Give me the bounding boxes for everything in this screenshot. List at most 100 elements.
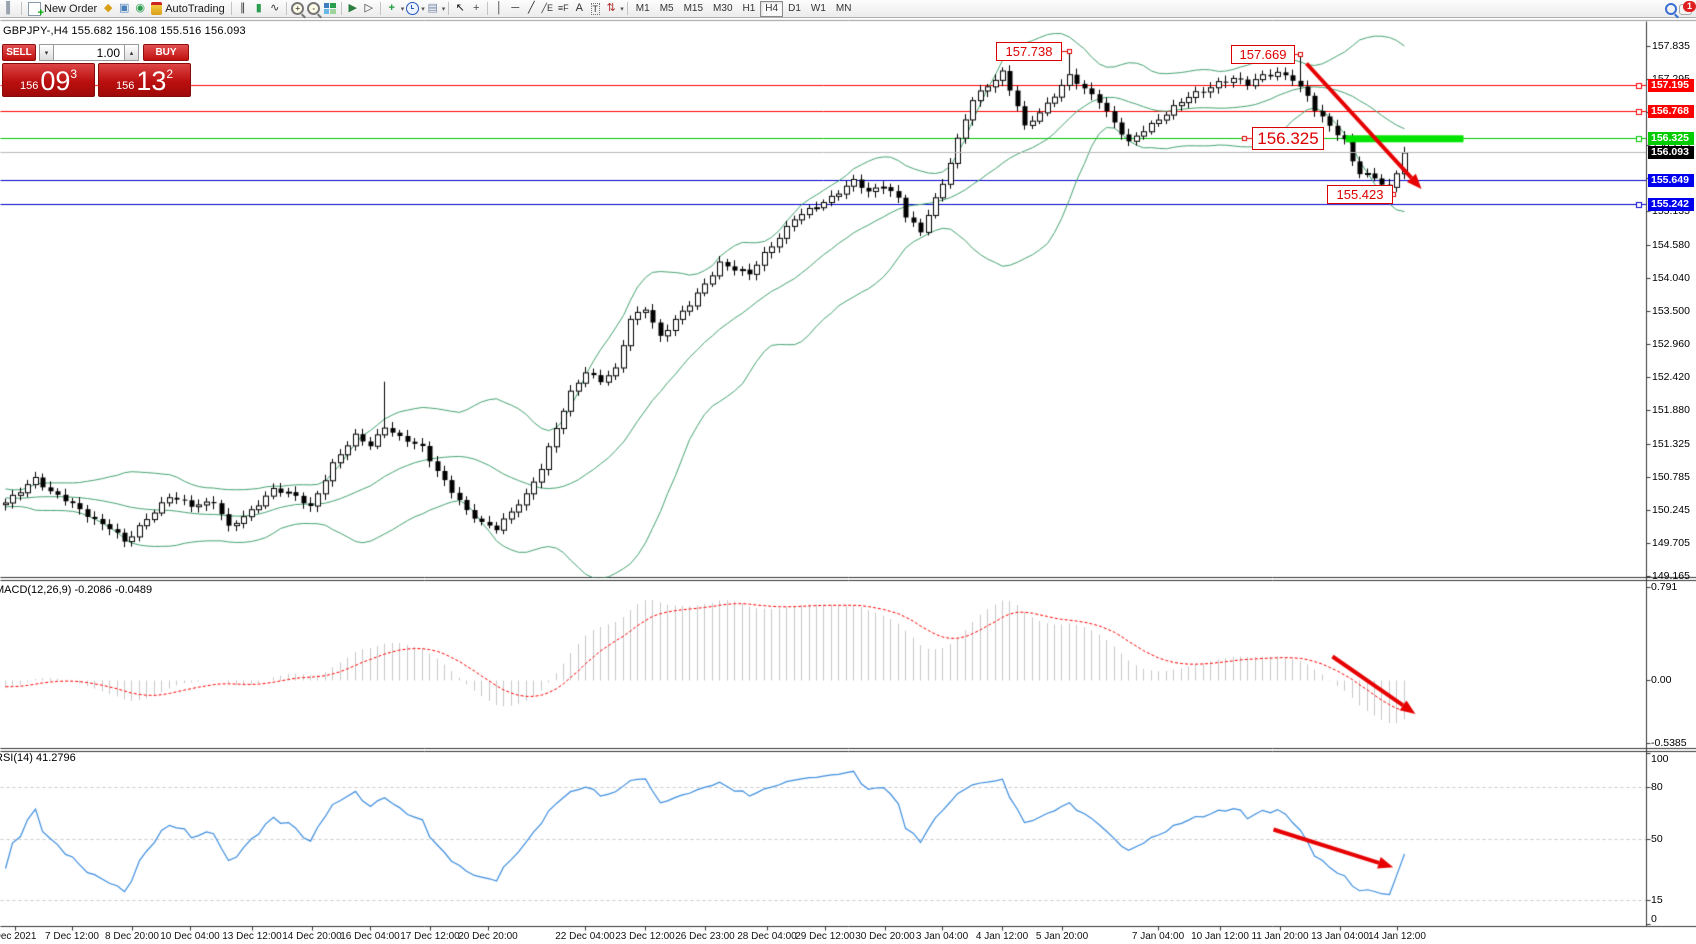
date-axis-label: 23 Dec 12:00 [615,931,675,942]
date-axis-label: 20 Dec 20:00 [458,931,518,942]
date-axis-label: 7 Jan 04:00 [1131,931,1185,942]
buy-button[interactable]: BUY [143,44,189,61]
expert-advisors-icon[interactable]: ▣ [116,1,132,16]
timeframe-h1[interactable]: H1 [742,2,756,14]
timeframe-m5[interactable]: M5 [659,2,674,14]
price-level-badge: 155.649 [1648,174,1694,187]
macd-axis-tick: -0.5385 [1651,737,1687,749]
price-annotation[interactable]: 157.738 [996,42,1062,61]
dropdown-caret-icon[interactable]: ▾ [620,5,624,13]
price-axis-tick: 154.040 [1652,272,1690,284]
timeframe-mn[interactable]: MN [835,2,852,14]
symbol-ohlc-line: GBPJPY-,H4 155.682 156.108 155.516 156.0… [3,25,246,37]
rsi-axis-tick: 15 [1651,894,1663,906]
signals-icon: ◉ [135,2,145,14]
zoom-in-icon[interactable]: + [290,1,306,16]
toolbar-separator [340,2,342,15]
sell-price-point: 3 [70,67,78,81]
timeframe-w1[interactable]: W1 [810,2,826,14]
horizontal-line-icon: ─ [511,2,520,14]
price-level-badge: 157.195 [1648,79,1694,92]
signals-icon[interactable]: ◉ [132,1,148,16]
trendline-icon[interactable]: ╱ [523,1,539,16]
gold-bar-icon: ◆ [103,2,113,14]
price-annotation[interactable]: 155.423 [1327,185,1393,204]
trendline-icon: ╱ [527,2,535,14]
timeframe-h4[interactable]: H4 [760,0,784,17]
volume-up-button[interactable]: ▴ [124,44,139,61]
cursor-icon[interactable]: ↖ [452,1,468,16]
volume-down-button[interactable]: ▾ [39,44,54,61]
date-axis-label: 13 Dec 12:00 [222,931,282,942]
price-annotation[interactable]: 156.325 [1252,127,1324,150]
fibonacci-icon: ≡F [557,3,569,13]
cursor-icon: ↖ [455,2,465,14]
periods-icon[interactable] [404,1,420,16]
date-axis-label: 14 Jan 12:00 [1368,931,1426,942]
autotrading-button-icon [151,2,163,15]
sell-button[interactable]: SELL [2,44,36,61]
sell-price-button[interactable]: 156 09 3 [2,63,95,97]
volume-input[interactable] [54,44,124,61]
buy-price-point: 2 [166,67,174,81]
candlestick-chart-icon[interactable]: ▮ [251,1,267,16]
date-axis-label: 5 Jan 20:00 [1035,931,1089,942]
timeframe-d1[interactable]: D1 [788,2,801,14]
price-axis-tick: 149.165 [1652,570,1690,582]
notification-count: 1 [1683,1,1696,12]
indicators-icon[interactable]: + [384,1,400,16]
vertical-line-icon: │ [495,2,503,14]
rsi-axis-tick: 80 [1651,781,1663,793]
new-order-button[interactable]: New Order [25,1,100,19]
search-icon[interactable] [1663,1,1679,16]
line-chart-icon[interactable]: ∿ [267,1,283,16]
notifications-badge[interactable]: 1 [1679,1,1696,15]
price-level-badge: 155.242 [1648,198,1694,211]
toolbar-separator [21,2,22,15]
one-click-trading-panel: SELL ▾ ▴ BUY 156 09 3 156 13 2 [2,44,194,97]
arrows-icon[interactable]: ⇅ [603,1,619,16]
channel-icon[interactable]: ╱E [539,1,555,16]
autotrading-button[interactable]: AutoTrading [148,1,228,16]
tile-windows-icon[interactable] [322,1,338,16]
text-icon[interactable]: A [571,1,587,16]
autotrading-button-label: AutoTrading [165,2,225,15]
zoom-out-icon[interactable]: - [306,1,322,16]
partial-icon[interactable]: ▌ [2,1,18,16]
macd-axis-tick: 0.00 [1651,674,1672,686]
date-axis-label: 10 Jan 12:00 [1191,931,1249,942]
chart-shift-icon[interactable]: ▷ [361,1,377,16]
gold-bar-icon[interactable]: ◆ [100,1,116,16]
date-axis-label: 22 Dec 04:00 [555,931,615,942]
dropdown-caret-icon[interactable]: ▾ [421,5,425,13]
dropdown-caret-icon[interactable]: ▾ [400,5,405,13]
arrows-icon: ⇅ [606,2,616,14]
price-axis-tick: 150.245 [1652,504,1690,516]
timeframe-m30[interactable]: M30 [713,2,733,14]
fibonacci-icon[interactable]: ≡F [555,1,571,16]
text-label-icon[interactable]: T [587,1,603,16]
search-icon [1665,2,1677,15]
templates-icon[interactable]: ▤ [425,1,441,16]
dropdown-caret-icon[interactable]: ▾ [441,5,446,13]
buy-price-button[interactable]: 156 13 2 [98,63,191,97]
vertical-line-icon[interactable]: │ [491,1,507,16]
auto-scroll-icon[interactable]: ▶ [345,1,361,16]
price-axis-tick: 151.325 [1652,438,1690,450]
price-annotation[interactable]: 157.669 [1231,45,1295,64]
toolbar: ▌New Order◆▣◉AutoTrading∥▮∿+-▶▷+▾▾▤▾↖+│─… [0,0,1696,19]
tile-windows-icon [323,3,336,14]
bar-chart-icon[interactable]: ∥ [235,1,251,16]
time-axis[interactable] [0,927,1646,943]
horizontal-line-icon[interactable]: ─ [507,1,523,16]
price-axis[interactable] [1646,21,1696,926]
buy-price-pips: 13 [136,66,167,96]
timeframe-m15[interactable]: M15 [683,2,704,14]
toolbar-separator [487,2,489,15]
new-order-button-icon [28,1,44,19]
date-axis-label: Dec 2021 [0,931,37,942]
timeframe-m1[interactable]: M1 [635,2,650,14]
crosshair-icon[interactable]: + [468,1,484,16]
